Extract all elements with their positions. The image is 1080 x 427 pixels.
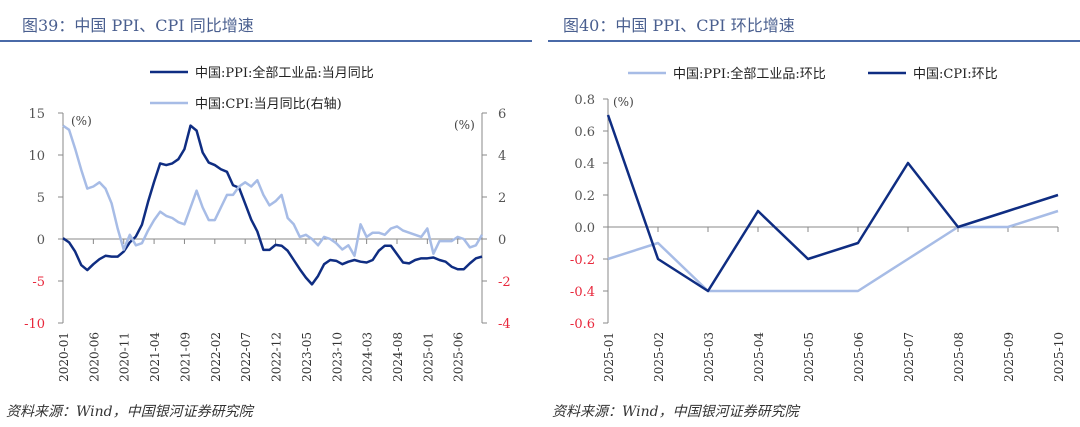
y-tick-label: 15: [28, 107, 45, 122]
source-right: 资料来源：Wind，中国银河证券研究院: [552, 404, 799, 420]
unit-label-right: (%): [454, 118, 475, 132]
legend-label: 中国:PPI:全部工业品:当月同比: [195, 65, 374, 81]
y-tick-label: 0: [37, 233, 45, 248]
x-tick-label: 2025-01: [421, 332, 435, 382]
x-tick-label: 2025-08: [952, 332, 966, 382]
y-tick-label: 0.6: [574, 125, 595, 140]
legend-label: 中国:CPI:当月同比(右轴): [195, 97, 342, 112]
series-line-ppi-yoy: [62, 124, 483, 286]
chart-title-left: 图39：中国 PPI、CPI 同比增速: [22, 16, 254, 35]
y-tick-label: -0.6: [570, 317, 595, 332]
x-tick-label: 2023-10: [330, 332, 344, 382]
legend-label: 中国:CPI:环比: [913, 67, 998, 82]
y-tick-label: -0.4: [570, 285, 595, 300]
y-tick-label: -10: [24, 317, 45, 332]
series-line-cpi-mom: [606, 114, 1059, 293]
unit-label: (%): [613, 95, 634, 109]
x-tick-label: 2022-02: [209, 332, 223, 382]
y-tick-label-right: 0: [498, 233, 506, 248]
y-tick-label: 0.2: [574, 189, 595, 204]
x-tick-label: 2024-08: [391, 332, 405, 382]
y-tick-label-right: -2: [498, 275, 511, 290]
series-line-cpi-yoy: [62, 124, 484, 258]
y-tick-label: -0.2: [570, 253, 595, 268]
x-tick-label: 2024-03: [361, 332, 375, 382]
x-tick-label: 2025-10: [1052, 332, 1066, 382]
x-tick-label: 2025-07: [902, 332, 916, 382]
x-tick-label: 2021-09: [178, 332, 192, 382]
x-tick-label: 2025-04: [752, 332, 766, 382]
y-tick-label: 0.8: [574, 93, 595, 108]
x-tick-label: 2021-04: [148, 332, 162, 382]
x-tick-label: 2025-02: [652, 332, 666, 382]
y-tick-label-right: -4: [498, 317, 511, 332]
x-tick-label: 2023-05: [300, 332, 314, 382]
series-line-ppi-mom: [607, 209, 1059, 293]
x-tick-label: 2020-01: [57, 332, 71, 382]
y-tick-label: 10: [28, 149, 45, 164]
title-rule-left: [0, 40, 532, 42]
x-tick-label: 2022-07: [239, 332, 253, 382]
x-tick-label: 2022-12: [270, 332, 284, 382]
y-tick-label: -5: [32, 275, 45, 290]
x-tick-label: 2025-03: [702, 332, 716, 382]
x-tick-label: 2025-06: [452, 332, 466, 382]
x-tick-label: 2025-09: [1002, 332, 1016, 382]
y-tick-label-right: 6: [498, 107, 506, 122]
y-tick-label-right: 4: [498, 149, 506, 164]
x-tick-label: 2025-06: [852, 332, 866, 382]
x-tick-label: 2020-11: [118, 332, 132, 382]
y-tick-label: 0.4: [574, 157, 595, 172]
x-tick-label: 2025-05: [802, 332, 816, 382]
unit-label-left: (%): [71, 114, 92, 128]
y-tick-label: 5: [37, 191, 45, 206]
x-tick-label: 2025-01: [602, 332, 616, 382]
legend-label: 中国:PPI:全部工业品:环比: [673, 66, 826, 82]
title-rule-right: [548, 40, 1080, 42]
chart-title-right: 图40：中国 PPI、CPI 环比增速: [563, 16, 795, 35]
source-left: 资料来源：Wind，中国银河证券研究院: [6, 404, 253, 420]
y-tick-label: 0.0: [574, 221, 595, 236]
y-tick-label-right: 2: [498, 191, 506, 206]
x-tick-label: 2020-06: [87, 332, 101, 382]
